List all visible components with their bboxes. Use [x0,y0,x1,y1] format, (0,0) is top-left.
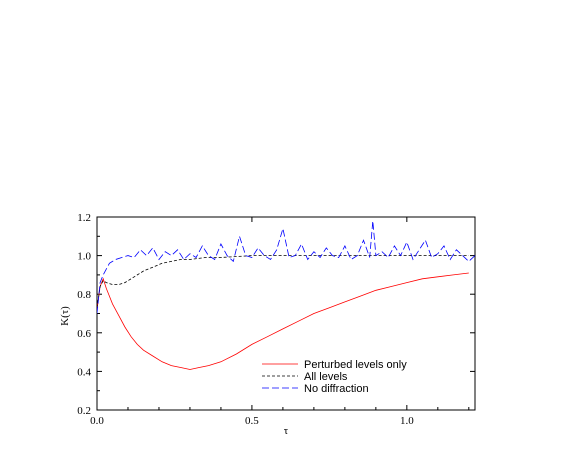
legend-label-3: No diffraction [304,383,369,395]
series-line-1 [97,272,469,370]
plot-frame [96,216,476,411]
x-tick-label: 1.0 [400,415,414,427]
series-line-2 [97,255,469,308]
y-tick-label: 0.4 [77,366,91,378]
legend-label-2: All levels [304,371,348,383]
x-axis-label: τ [284,425,289,437]
y-tick-label: 0.8 [77,289,91,301]
y-axis-label: K(τ) [59,306,71,326]
y-tick-label: 0.6 [77,328,91,340]
y-tick-label: 1.0 [77,251,91,263]
y-tick-label: 1.2 [77,212,91,224]
x-tick-label: 0.5 [245,415,259,427]
legend-label-1: Perturbed levels only [304,359,407,371]
y-tick-label: 0.2 [77,405,91,417]
x-tick-label: 0.0 [90,415,104,427]
series-line-3 [97,220,475,314]
